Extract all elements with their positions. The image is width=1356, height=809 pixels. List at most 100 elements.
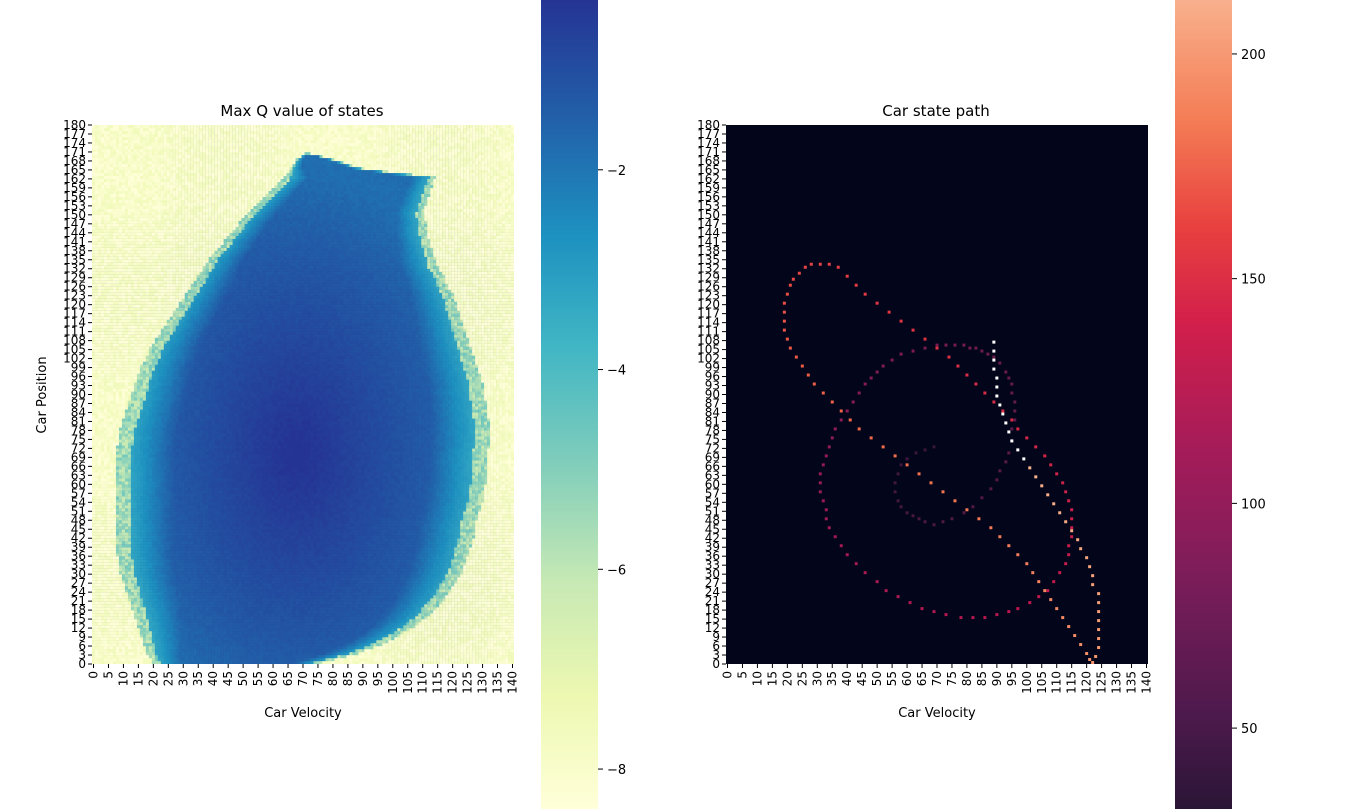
q-cell	[109, 577, 114, 581]
q-cell	[478, 574, 482, 578]
q-cell	[100, 619, 105, 623]
q-cell	[262, 622, 266, 626]
q-cell	[466, 619, 470, 623]
q-cell	[337, 562, 341, 566]
q-cell	[358, 586, 362, 590]
q-cell	[112, 556, 117, 560]
q-cell	[454, 595, 458, 599]
q-cell	[358, 625, 362, 629]
q-cell	[394, 658, 398, 662]
q-cell	[250, 628, 254, 632]
q-cell	[400, 613, 404, 617]
q-cell	[415, 589, 419, 593]
q-cell	[373, 568, 377, 572]
q-cell	[172, 592, 176, 596]
q-cell	[445, 622, 449, 626]
q-cell	[490, 607, 494, 611]
q-cell	[184, 604, 188, 608]
q-cell	[145, 583, 150, 587]
q-cell	[184, 625, 188, 629]
q-cell	[103, 562, 108, 566]
q-cell	[292, 565, 296, 569]
q-cell	[346, 568, 350, 572]
q-cell	[358, 628, 362, 632]
q-cell	[328, 655, 332, 659]
q-cell	[493, 574, 497, 578]
q-cell	[325, 640, 329, 644]
q-cell	[343, 649, 347, 653]
q-cell	[211, 625, 215, 629]
q-cell	[283, 646, 287, 650]
q-cell	[421, 604, 425, 608]
q-cell	[133, 607, 138, 611]
q-cell	[289, 613, 293, 617]
q-cell	[472, 592, 476, 596]
q-cell	[118, 637, 123, 641]
q-cell	[238, 646, 242, 650]
q-cell	[412, 637, 416, 641]
q-cell	[304, 643, 308, 647]
q-cell	[223, 580, 227, 584]
q-cell	[271, 628, 275, 632]
q-cell	[337, 619, 341, 623]
q-cell	[100, 589, 105, 593]
q-cell	[469, 607, 473, 611]
q-cell	[313, 616, 317, 620]
q-cell	[256, 568, 260, 572]
q-cell	[361, 595, 365, 599]
q-cell	[346, 640, 350, 644]
q-cell	[259, 556, 263, 560]
q-cell	[202, 592, 206, 596]
q-cell	[493, 613, 497, 617]
q-cell	[406, 595, 410, 599]
q-cell	[412, 568, 416, 572]
q-cell	[397, 634, 401, 638]
q-cell	[112, 586, 117, 590]
q-cell	[457, 649, 461, 653]
q-cell	[364, 598, 368, 602]
q-cell	[229, 658, 233, 662]
q-cell	[364, 577, 368, 581]
q-cell	[274, 565, 278, 569]
q-cell	[244, 625, 248, 629]
q-cell	[493, 586, 497, 590]
q-cell	[289, 574, 293, 578]
q-cell	[505, 577, 509, 581]
q-cell	[277, 562, 281, 566]
q-cell	[379, 622, 383, 626]
q-cell	[226, 643, 230, 647]
q-cell	[415, 634, 419, 638]
q-cell	[313, 655, 317, 659]
q-cell	[172, 613, 176, 617]
q-cell	[439, 580, 443, 584]
q-cell	[403, 634, 407, 638]
q-cell	[484, 604, 488, 608]
q-cell	[106, 619, 111, 623]
q-cell	[139, 634, 144, 638]
q-cell	[343, 613, 347, 617]
q-cell	[313, 571, 317, 575]
q-cell	[190, 625, 194, 629]
q-cell	[229, 598, 233, 602]
q-cell	[355, 661, 359, 664]
q-cell	[442, 580, 446, 584]
q-cell	[127, 571, 132, 575]
q-cell	[412, 646, 416, 650]
q-cell	[325, 637, 329, 641]
q-cell	[256, 589, 260, 593]
q-cell	[118, 616, 123, 620]
q-cell	[346, 616, 350, 620]
q-cell	[427, 598, 431, 602]
q-cell	[271, 589, 275, 593]
q-cell	[322, 580, 326, 584]
q-cell	[196, 574, 200, 578]
q-cell	[208, 595, 212, 599]
q-cell	[355, 625, 359, 629]
q-cell	[247, 655, 251, 659]
q-cell	[115, 643, 120, 647]
q-cell	[109, 631, 114, 635]
q-cell	[400, 616, 404, 620]
q-cell	[142, 616, 147, 620]
q-cell	[226, 559, 230, 563]
q-cell	[499, 658, 503, 662]
